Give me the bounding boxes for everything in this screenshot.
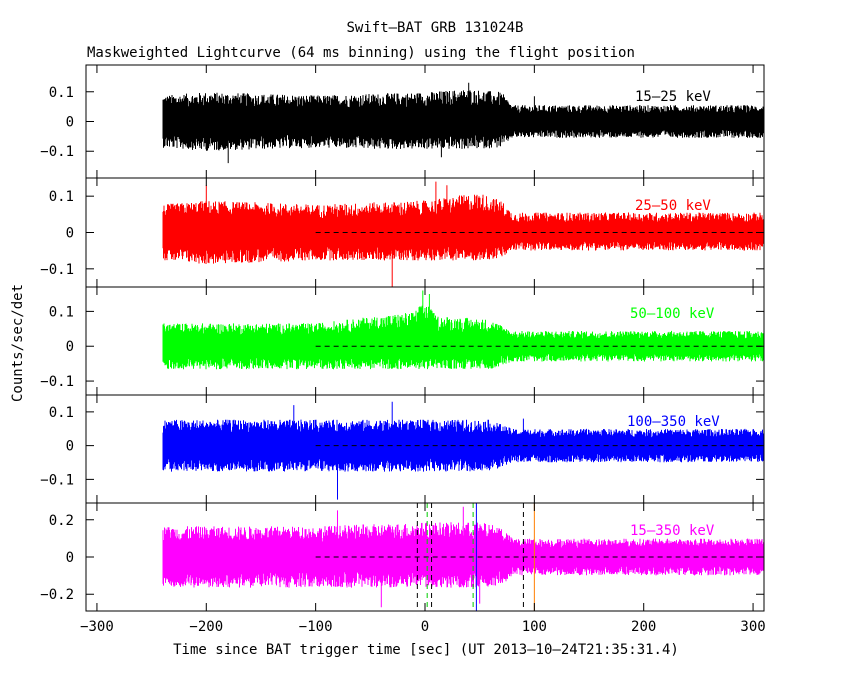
y-tick-label: −0.1: [40, 144, 74, 160]
y-tick-label: −0.1: [40, 262, 74, 278]
x-tick-label: −300: [80, 619, 114, 635]
x-tick-label: 0: [421, 619, 429, 635]
y-tick-label: 0: [66, 226, 74, 242]
x-tick-label: −100: [299, 619, 333, 635]
y-tick-label: −0.1: [40, 374, 74, 390]
y-tick-label: 0.2: [49, 513, 74, 529]
panel-label: 15–25 keV: [635, 89, 711, 105]
chart-subtitle: Maskweighted Lightcurve (64 ms binning) …: [87, 45, 635, 61]
y-tick-label: 0.1: [49, 405, 74, 421]
y-tick-label: 0: [66, 115, 74, 131]
y-tick-label: 0: [66, 439, 74, 455]
lightcurve-series-2: [162, 290, 765, 370]
lightcurve-series-0: [162, 82, 765, 164]
y-tick-label: 0.1: [49, 85, 74, 101]
x-tick-label: −200: [189, 619, 223, 635]
y-tick-label: −0.1: [40, 472, 74, 488]
panel-label: 15–350 keV: [630, 523, 715, 539]
lightcurve-series-1: [162, 181, 765, 287]
x-tick-label: 200: [631, 619, 656, 635]
y-tick-label: −0.2: [40, 587, 74, 603]
panel-label: 50–100 keV: [630, 306, 715, 322]
y-axis-label: Counts/sec/det: [10, 284, 26, 402]
x-tick-label: 300: [740, 619, 765, 635]
panel-label: 100–350 keV: [627, 414, 720, 430]
y-tick-label: 0.1: [49, 304, 74, 320]
y-tick-label: 0.1: [49, 189, 74, 205]
panel-label: 25–50 keV: [635, 198, 711, 214]
x-axis-label: Time since BAT trigger time [sec] (UT 20…: [173, 642, 679, 658]
x-tick-label: 100: [522, 619, 547, 635]
y-tick-label: 0: [66, 339, 74, 355]
chart-title: Swift–BAT GRB 131024B: [346, 20, 524, 36]
y-tick-label: 0: [66, 550, 74, 566]
